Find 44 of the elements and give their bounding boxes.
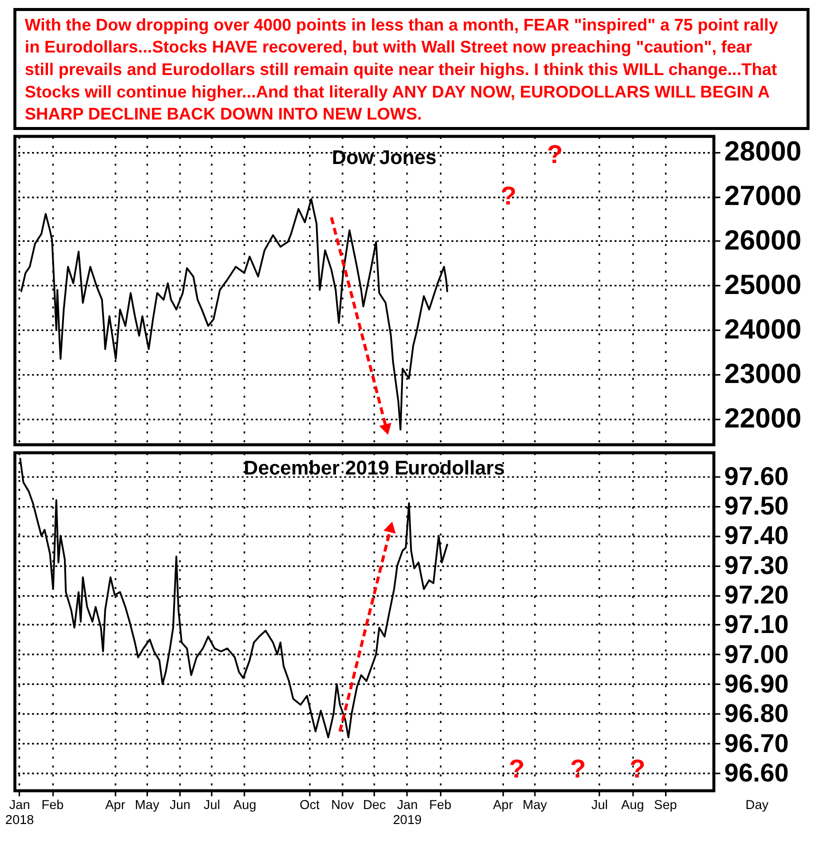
y-tick-label: 28000 bbox=[724, 135, 802, 166]
x-tick-label: Aug bbox=[621, 797, 644, 812]
x-tick-label: Feb bbox=[429, 797, 452, 812]
y-tick-label: 97.10 bbox=[724, 611, 789, 640]
x-tick-label: Jul bbox=[591, 797, 608, 812]
x-tick-label: Apr bbox=[492, 797, 514, 812]
annotation: ? bbox=[547, 141, 563, 170]
y-tick-label: 27000 bbox=[724, 180, 802, 211]
y-tick-label: 25000 bbox=[724, 268, 802, 300]
x-tick-label: Nov bbox=[331, 797, 355, 812]
x-tick-label: Sep bbox=[654, 797, 677, 812]
y-tick-label: 23000 bbox=[724, 358, 802, 389]
x-tick-label: Aug bbox=[233, 797, 256, 812]
y-tick-label: 97.20 bbox=[724, 581, 789, 610]
chart-title: December 2019 Eurodollars bbox=[244, 458, 505, 480]
x-tick-label: Jul bbox=[204, 797, 220, 812]
annotation: ? bbox=[500, 182, 517, 210]
x-tick-label: Oct bbox=[300, 797, 320, 812]
text: Dow Jones bbox=[332, 147, 436, 170]
y-tick-label: 96.70 bbox=[724, 730, 789, 758]
y-tick-label: 97.50 bbox=[724, 492, 789, 521]
y-tick-label: 97.00 bbox=[724, 640, 789, 669]
y-tick-label: 96.90 bbox=[724, 670, 789, 698]
y-tick-label: 26000 bbox=[724, 224, 802, 256]
y-tick-label: 96.60 bbox=[724, 759, 789, 788]
x-tick-label: Feb bbox=[41, 797, 64, 812]
annotation: ? bbox=[630, 756, 646, 784]
x-tick-label: Jun bbox=[170, 797, 190, 812]
y-tick-label: 97.60 bbox=[724, 462, 789, 491]
annotation: ? bbox=[508, 756, 525, 784]
annotation: ? bbox=[570, 756, 586, 784]
y-tick-label: 97.30 bbox=[724, 552, 789, 580]
y-tick-label: 96.80 bbox=[724, 700, 789, 728]
y-tick-label: 24000 bbox=[724, 313, 802, 344]
x-tick-label: Jan 2019 bbox=[393, 797, 422, 828]
x-tick-label: Dec bbox=[362, 797, 386, 812]
x-tick-label: Apr bbox=[105, 797, 126, 812]
y-tick-label: 22000 bbox=[724, 402, 802, 434]
x-axis-title: Day bbox=[746, 797, 769, 812]
text: With the Dow dropping over 4000 points in less than a month, FEAR "inspired" a 75 point rally in Eurodollars...Stocks HAVE recovered, but with Wall Street now preaching "caution", fear still prevails and Eurodollars still remain quite near their highs. I think this WILL change...That Stocks will continue higher...And that literally ANY DAY NOW, EURODOLLARS WILL BEGIN A SHARP DECLINE BACK DOWN INTO NEW LOWS. bbox=[24, 15, 779, 124]
y-tick-label: 97.40 bbox=[724, 522, 789, 550]
x-tick-label: May bbox=[522, 797, 548, 812]
x-tick-label: Jan 2018 bbox=[5, 797, 34, 828]
x-tick-label: May bbox=[134, 797, 160, 812]
